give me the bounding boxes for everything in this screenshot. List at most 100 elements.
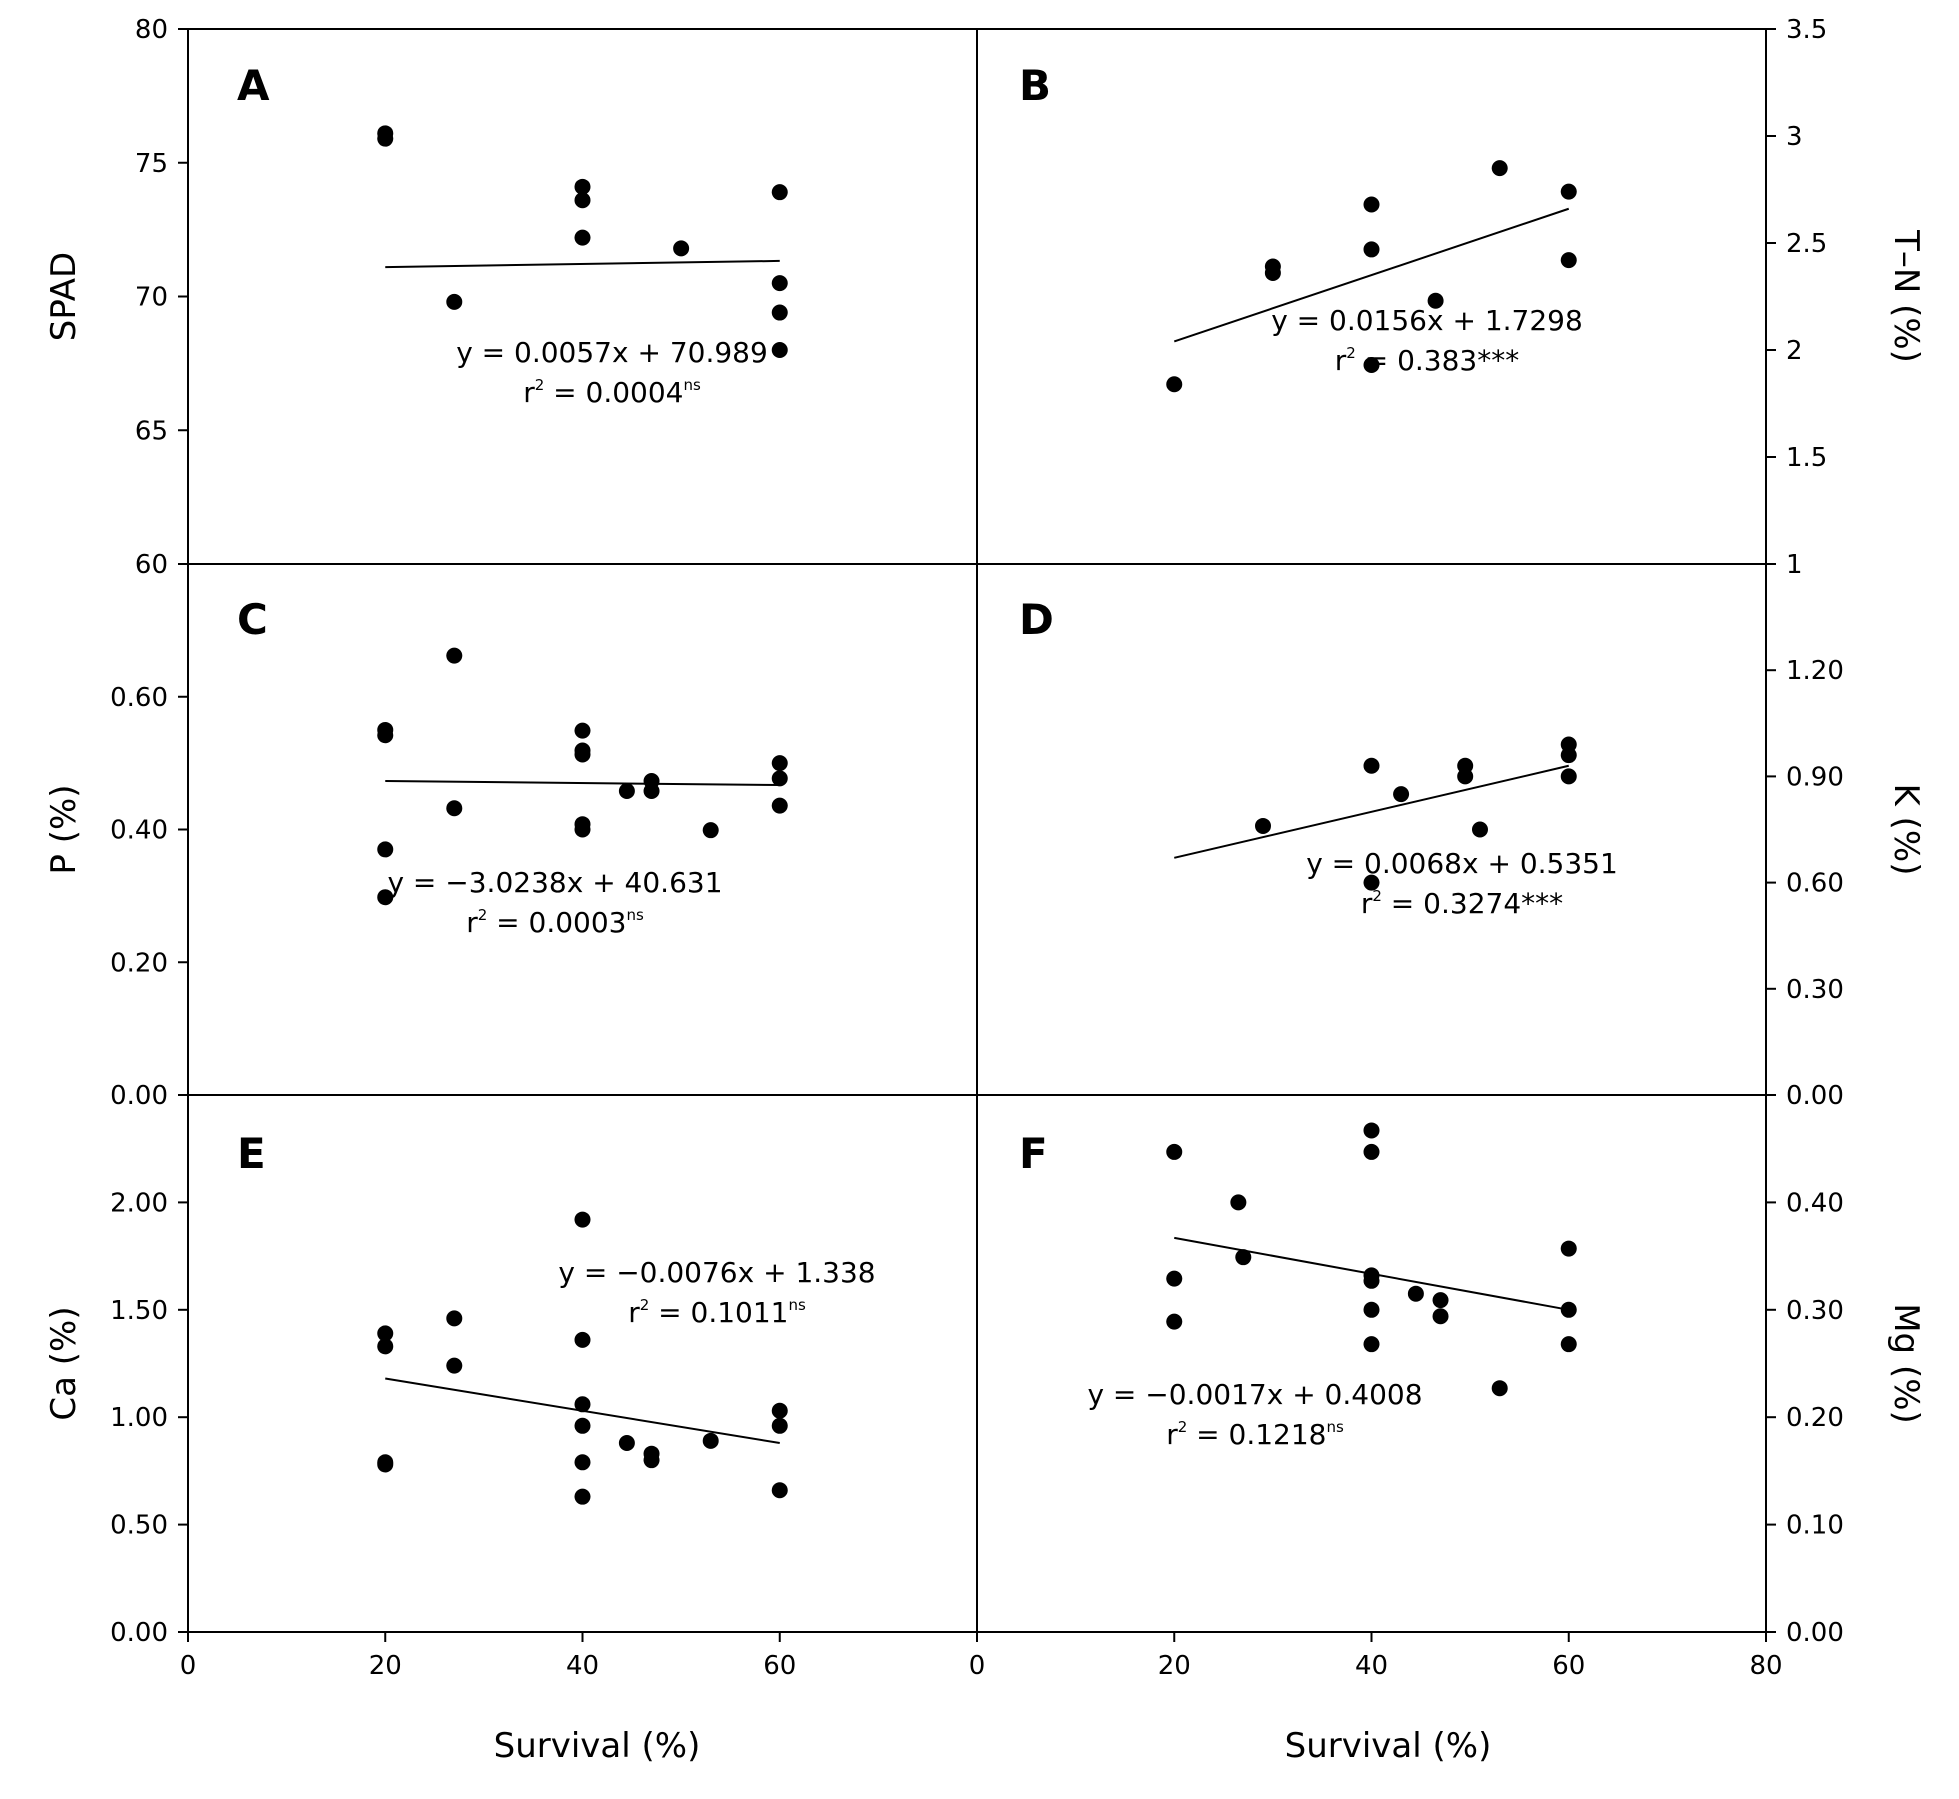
data-point: [1560, 747, 1577, 764]
data-point: [1363, 874, 1380, 891]
panel-letter: D: [1019, 595, 1054, 644]
data-point: [574, 1488, 591, 1505]
data-point: [771, 184, 788, 201]
data-point: [574, 1211, 591, 1228]
panel-letter: C: [237, 595, 268, 644]
data-point: [1560, 1336, 1577, 1353]
data-point: [1432, 1308, 1449, 1325]
data-point: [574, 178, 591, 195]
data-point: [1491, 1380, 1508, 1397]
y-tick-label: 0.60: [1786, 869, 1844, 899]
y-axis-title: SPAD: [44, 252, 84, 341]
data-point: [1363, 1301, 1380, 1318]
data-point: [1230, 1194, 1247, 1211]
panel-letter: F: [1019, 1129, 1048, 1178]
y-tick-label: 0.30: [1786, 1296, 1844, 1326]
data-point: [1560, 183, 1577, 200]
data-point: [1560, 1301, 1577, 1318]
data-point: [377, 1456, 394, 1473]
data-point: [446, 1310, 463, 1327]
panel-d: 0.00 0.30 0.60 0.90 1.20 K (%) Dy = 0.0068x + …: [1019, 595, 1926, 1111]
y-tick-label: 0.00: [1786, 1618, 1844, 1648]
data-point: [574, 1417, 591, 1434]
y-axis-title: Mg (%): [1886, 1303, 1926, 1424]
y-axis-title: T–N (%): [1886, 229, 1926, 363]
data-point: [574, 722, 591, 739]
y-tick-label: 3: [1786, 122, 1803, 152]
data-point: [771, 1482, 788, 1499]
data-point: [618, 1434, 635, 1451]
y-tick-label: 0.30: [1786, 975, 1844, 1005]
x-axes: Survival (%) Survival (%) 0 20 40 60 0 20 40 60…: [180, 1632, 1783, 1766]
r-squared: r2 = 0.1218ns: [1166, 1418, 1344, 1451]
y-tick-label: 1.20: [1786, 656, 1844, 686]
data-point: [1166, 1143, 1183, 1160]
regression-equation: y = 0.0156x + 1.7298: [1271, 304, 1583, 337]
data-point: [1407, 1285, 1424, 1302]
panel-e: 0.00 0.50 1.00 1.50 2.00 Ca (%) Ey = −0.0076x …: [44, 1129, 876, 1648]
y-axis-title: K (%): [1886, 784, 1926, 876]
panel-letter: B: [1019, 61, 1051, 110]
data-point: [574, 1396, 591, 1413]
data-point: [446, 800, 463, 817]
data-point: [446, 647, 463, 664]
y-tick-label: 0.20: [110, 948, 168, 978]
data-point: [702, 1432, 719, 1449]
data-point: [377, 1338, 394, 1355]
data-point: [771, 1417, 788, 1434]
data-point: [574, 821, 591, 838]
data-point: [574, 192, 591, 209]
data-point: [1560, 768, 1577, 785]
y-tick-label: 70: [135, 283, 168, 313]
regression-equation: y = 0.0068x + 0.5351: [1306, 847, 1618, 880]
y-tick-label: 0.00: [1786, 1081, 1844, 1111]
data-point: [1255, 817, 1272, 834]
y-tick-label: 0.00: [110, 1618, 168, 1648]
data-point: [1471, 821, 1488, 838]
r-squared: r2 = 0.1011ns: [628, 1296, 806, 1329]
data-point: [771, 304, 788, 321]
data-point: [377, 130, 394, 147]
y-tick-label: 1.5: [1786, 443, 1827, 473]
data-point: [771, 770, 788, 787]
data-point: [1393, 786, 1410, 803]
data-point: [643, 1452, 660, 1469]
regression-equation: y = −0.0017x + 0.4008: [1087, 1378, 1422, 1411]
x-axis-title-left: Survival (%): [494, 1726, 701, 1766]
x-tick-label: 60: [763, 1651, 796, 1681]
x-tick-label: 0: [969, 1651, 986, 1681]
regression-equation: y = −0.0076x + 1.338: [558, 1256, 875, 1289]
data-point: [1235, 1249, 1252, 1266]
data-point: [1166, 376, 1183, 393]
data-point: [618, 783, 635, 800]
data-point: [1363, 1336, 1380, 1353]
y-tick-label: 0.90: [1786, 762, 1844, 792]
data-point: [574, 1454, 591, 1471]
panels: 60 65 70 75 80 SPAD Ay = 0.0057x + 70.989 r2 = …: [44, 15, 1926, 1648]
trend-line: [1174, 764, 1569, 859]
y-tick-label: 0.20: [1786, 1403, 1844, 1433]
y-axis-title: P (%): [44, 784, 84, 874]
data-point: [771, 755, 788, 772]
y-tick-label: 0.00: [110, 1081, 168, 1111]
y-tick-label: 75: [135, 149, 168, 179]
data-point: [446, 1357, 463, 1374]
data-point: [377, 1325, 394, 1342]
panel-c: 0.00 0.20 0.40 0.60 P (%) Cy = −3.0238x + 40.…: [44, 595, 788, 1111]
trend-line: [385, 259, 780, 269]
x-tick-label: 80: [1749, 1651, 1782, 1681]
x-tick-label: 60: [1552, 1651, 1585, 1681]
data-point: [1363, 356, 1380, 373]
data-point: [377, 727, 394, 744]
y-tick-label: 0.40: [110, 816, 168, 846]
data-point: [1560, 1240, 1577, 1257]
data-point: [574, 229, 591, 246]
y-tick-label: 3.5: [1786, 15, 1827, 45]
data-point: [1432, 1292, 1449, 1309]
data-point: [1457, 768, 1474, 785]
data-point: [1363, 1122, 1380, 1139]
y-tick-label: 2.5: [1786, 229, 1827, 259]
y-tick-label: 1.50: [110, 1296, 168, 1326]
x-tick-label: 40: [566, 1651, 599, 1681]
r-squared: r2 = 0.0003ns: [466, 906, 644, 939]
